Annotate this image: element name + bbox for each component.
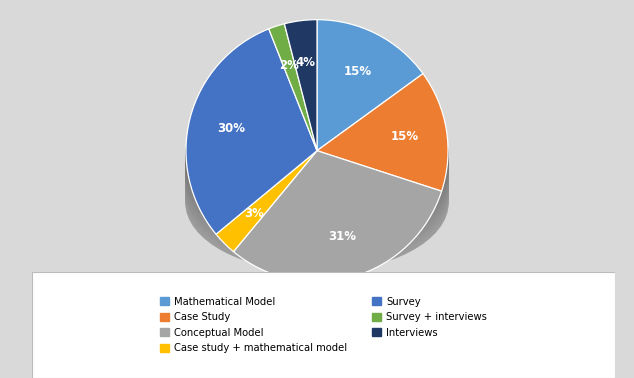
Wedge shape (269, 24, 317, 151)
Wedge shape (317, 74, 448, 191)
Wedge shape (317, 20, 423, 151)
Ellipse shape (186, 120, 448, 257)
Wedge shape (233, 151, 442, 282)
Text: 30%: 30% (217, 122, 245, 135)
Ellipse shape (186, 94, 448, 231)
Ellipse shape (186, 108, 448, 245)
Ellipse shape (186, 117, 448, 255)
Ellipse shape (186, 84, 448, 222)
Wedge shape (285, 20, 317, 151)
Ellipse shape (186, 101, 448, 239)
Ellipse shape (186, 98, 448, 236)
Ellipse shape (186, 96, 448, 234)
Text: 2%: 2% (280, 59, 299, 73)
Text: 15%: 15% (344, 65, 372, 78)
Ellipse shape (186, 91, 448, 229)
Wedge shape (186, 29, 317, 234)
Ellipse shape (186, 89, 448, 226)
Ellipse shape (186, 129, 448, 266)
Ellipse shape (186, 127, 448, 264)
Ellipse shape (186, 105, 448, 243)
Text: 15%: 15% (391, 130, 419, 143)
Ellipse shape (186, 103, 448, 241)
Wedge shape (216, 151, 317, 252)
Legend: Mathematical Model, Case Study, Conceptual Model, Case study + mathematical mode: Mathematical Model, Case Study, Conceptu… (154, 291, 493, 359)
Text: 31%: 31% (328, 230, 356, 243)
Ellipse shape (186, 132, 448, 269)
Ellipse shape (186, 110, 448, 248)
Ellipse shape (186, 134, 448, 271)
Ellipse shape (186, 124, 448, 262)
Text: 4%: 4% (296, 56, 316, 69)
Text: 3%: 3% (244, 207, 264, 220)
Ellipse shape (186, 113, 448, 250)
Ellipse shape (186, 122, 448, 260)
Ellipse shape (186, 87, 448, 224)
Ellipse shape (186, 115, 448, 253)
